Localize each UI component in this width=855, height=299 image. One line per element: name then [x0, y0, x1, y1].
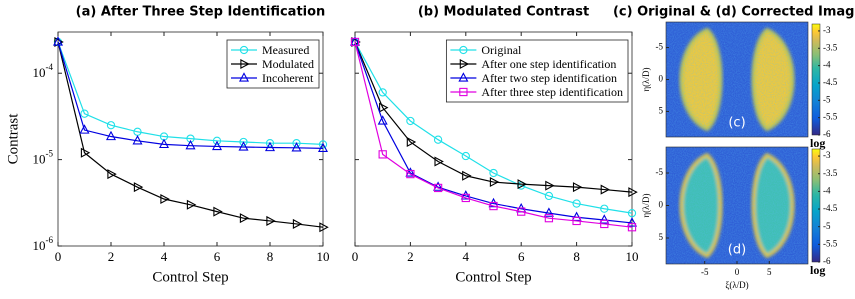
x-tick-label: 0 — [55, 249, 62, 264]
panel-label: (c) — [728, 116, 745, 131]
y-axis-label: η(λ/D) — [641, 67, 651, 91]
x-tick-label: 2 — [407, 249, 414, 264]
colorbar-tick-label: -4.5 — [823, 203, 838, 213]
colorbar-tick-label: -4 — [823, 60, 831, 70]
colorbar-tick-label: -5 — [823, 221, 831, 231]
y-tick-label: 10-6 — [33, 235, 54, 253]
x-tick-label: -5 — [701, 267, 709, 277]
x-tick-label: 6 — [214, 249, 221, 264]
page: (a) After Three Step Identification 0 2 4 6 8… — [0, 0, 855, 299]
legend-label: Modulated — [262, 57, 314, 71]
x-tick-label: 8 — [573, 249, 580, 264]
colorbar — [812, 149, 820, 262]
colorbar-tick-label: -5 — [823, 94, 831, 104]
legend-label: Incoherent — [262, 71, 314, 85]
legend-label: After three step identification — [481, 85, 623, 99]
x-tick-label: 4 — [463, 249, 470, 264]
x-tick-label: 10 — [317, 249, 330, 264]
y-axis-label: Contrast — [5, 113, 21, 165]
y-tick-label: 0 — [659, 200, 664, 210]
colorbar-tick-label: -5.5 — [823, 112, 838, 122]
x-axis-label: Control Step — [455, 269, 531, 285]
chart-title: (b) Modulated Contrast — [418, 5, 589, 20]
x-tick-label: 6 — [518, 249, 525, 264]
colorbar-tick-label: -3 — [823, 25, 831, 35]
colorbar-label: log — [810, 263, 825, 277]
figure: (a) After Three Step Identification 0 2 4 6 8… — [0, 0, 855, 299]
y-tick-label: 5 — [659, 106, 664, 116]
x-tick-label: 8 — [267, 249, 274, 264]
x-tick-label: 4 — [161, 249, 168, 264]
x-tick-label: 10 — [626, 249, 639, 264]
x-tick-label: 0 — [352, 249, 359, 264]
y-tick-label: 10-4 — [33, 62, 54, 80]
images-title: (c) Original & (d) Corrected Images — [613, 5, 855, 20]
x-axis-label: ξ(λ/D) — [725, 280, 748, 290]
colorbar-tick-label: -4.5 — [823, 77, 838, 87]
y-tick-label: -5 — [656, 167, 664, 177]
colorbar-tick-label: -3 — [823, 150, 831, 160]
legend-label: Original — [481, 43, 522, 57]
y-axis-label: η(λ/D) — [641, 193, 651, 217]
colorbar-tick-label: -5.5 — [823, 238, 838, 248]
colorbar-tick-label: -3.5 — [823, 42, 838, 52]
x-tick-label: 2 — [108, 249, 115, 264]
x-tick-label: 0 — [735, 267, 740, 277]
colorbar-label: log — [810, 136, 825, 150]
colorbar-tick-label: -3.5 — [823, 168, 838, 178]
legend-label: After one step identification — [481, 57, 616, 71]
y-tick-label: 10-5 — [33, 149, 54, 167]
colorbar — [812, 24, 820, 135]
y-tick-label: 5 — [659, 232, 664, 242]
y-tick-label: 0 — [659, 74, 664, 84]
legend-label: After two step identification — [481, 71, 617, 85]
y-tick-label: -5 — [656, 42, 664, 52]
chart-title: (a) After Three Step Identification — [76, 5, 326, 20]
x-tick-label: 5 — [767, 267, 772, 277]
x-axis-label: Control Step — [152, 269, 228, 285]
panel-label: (d) — [728, 243, 746, 258]
legend-label: Measured — [262, 43, 309, 57]
colorbar-tick-label: -4 — [823, 185, 831, 195]
